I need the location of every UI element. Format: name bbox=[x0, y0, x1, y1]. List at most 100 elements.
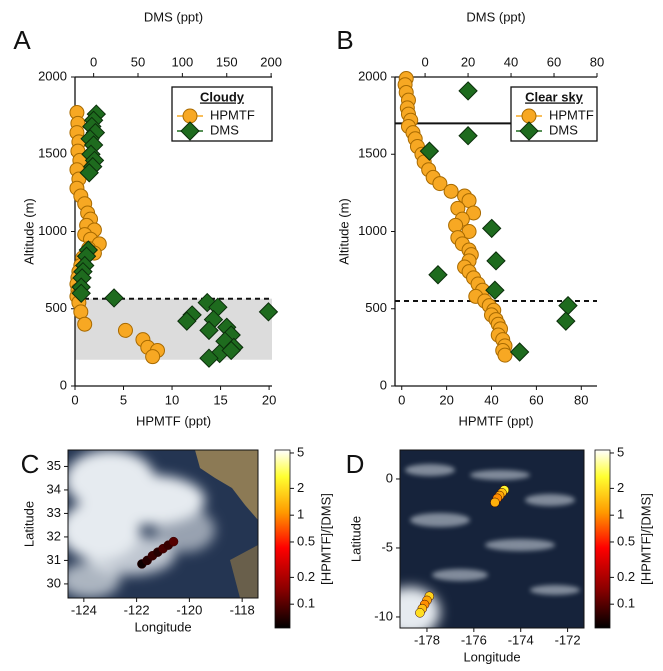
x-axis-label: Longitude bbox=[134, 619, 191, 634]
legend-marker bbox=[182, 108, 198, 124]
hpmtf-point bbox=[443, 183, 459, 199]
satellite-image-c bbox=[68, 450, 258, 598]
y-tick-label: 0 bbox=[386, 470, 393, 485]
x2-axis-label: DMS (ppt) bbox=[144, 9, 203, 24]
x-tick-label: 80 bbox=[574, 392, 588, 407]
x-axis-label: Longitude bbox=[463, 649, 520, 664]
x-tick-label: -176 bbox=[461, 632, 487, 647]
hpmtf-point bbox=[432, 176, 448, 192]
x2-tick-label: 50 bbox=[131, 54, 145, 69]
colorbar-label: [HPMTF]/[DMS] bbox=[318, 493, 333, 585]
x2-tick-label: 60 bbox=[547, 54, 561, 69]
x2-tick-label: 150 bbox=[216, 54, 238, 69]
x-tick-label: -124 bbox=[71, 602, 97, 617]
colorbar-tick-label: 0.5 bbox=[617, 533, 635, 548]
legend-marker bbox=[180, 121, 200, 141]
colorbar bbox=[274, 449, 291, 629]
colorbar-tick-label: 1 bbox=[617, 507, 624, 522]
y-tick-label: -10 bbox=[374, 608, 393, 623]
y-tick-label: 35 bbox=[47, 458, 61, 473]
x2-tick-label: 100 bbox=[172, 54, 194, 69]
dms-point bbox=[558, 295, 578, 316]
x-tick-label: 0 bbox=[71, 392, 78, 407]
x2-tick-label: 80 bbox=[590, 54, 604, 69]
x-tick-label: -122 bbox=[124, 602, 150, 617]
x-tick-label: -172 bbox=[555, 632, 581, 647]
dms-point bbox=[481, 218, 502, 239]
hpmtf-point bbox=[145, 349, 161, 365]
dms-point bbox=[177, 311, 197, 331]
y-tick-label: 2000 bbox=[358, 68, 387, 83]
colorbar-tick-label: 0.2 bbox=[297, 569, 315, 584]
legend-title: Clear sky bbox=[525, 89, 584, 104]
dms-point bbox=[104, 288, 124, 308]
x-tick-label: -178 bbox=[414, 632, 440, 647]
panel-label: C bbox=[21, 449, 40, 479]
y-tick-label: 1500 bbox=[38, 146, 67, 161]
colorbar-tick-label: 5 bbox=[297, 444, 304, 459]
x-tick-label: 40 bbox=[484, 392, 498, 407]
dms-point bbox=[199, 320, 219, 341]
dms-point bbox=[221, 340, 241, 361]
dms-point bbox=[509, 342, 530, 362]
colorbar-tick-label: 0.2 bbox=[617, 569, 635, 584]
x2-tick-label: 0 bbox=[421, 54, 428, 69]
track-point bbox=[415, 608, 425, 618]
colorbar-tick-label: 0.1 bbox=[617, 596, 635, 611]
dms-point bbox=[486, 251, 506, 271]
legend-label: DMS bbox=[549, 122, 578, 137]
y-tick-label: 31 bbox=[47, 552, 61, 567]
x-tick-label: 5 bbox=[120, 392, 127, 407]
y-tick-label: -5 bbox=[381, 539, 393, 554]
colorbar-tick-label: 1 bbox=[297, 507, 304, 522]
track-point bbox=[490, 497, 500, 508]
colorbar-label: [HPMTF]/[DMS] bbox=[638, 493, 653, 585]
x-tick-label: 20 bbox=[439, 392, 453, 407]
satellite-image-d bbox=[400, 450, 584, 628]
x-tick-label: 10 bbox=[165, 392, 179, 407]
y-axis-label: Latitude bbox=[348, 516, 363, 562]
y-tick-label: 1000 bbox=[38, 223, 67, 238]
shaded-band bbox=[75, 298, 272, 360]
y-tick-label: 1500 bbox=[358, 146, 387, 161]
x-tick-label: 20 bbox=[262, 392, 276, 407]
y-tick-label: 32 bbox=[47, 528, 61, 543]
dms-point bbox=[428, 265, 448, 285]
colorbar-tick-label: 2 bbox=[617, 480, 624, 495]
x-tick-label: -120 bbox=[176, 602, 202, 617]
dms-point bbox=[258, 302, 279, 322]
hpmtf-point bbox=[117, 322, 133, 338]
y-tick-label: 0 bbox=[60, 377, 67, 392]
y-tick-label: 34 bbox=[47, 481, 61, 496]
map-frame bbox=[399, 449, 585, 629]
y-tick-label: 1000 bbox=[358, 223, 387, 238]
y-tick-label: 500 bbox=[45, 300, 67, 315]
x-tick-label: 60 bbox=[529, 392, 543, 407]
map-frame bbox=[67, 449, 259, 599]
dms-point bbox=[199, 348, 219, 368]
legend-label: DMS bbox=[210, 122, 239, 137]
colorbar-tick-label: 0.1 bbox=[297, 596, 315, 611]
colorbar bbox=[594, 449, 611, 629]
panel-label: A bbox=[13, 25, 31, 55]
x-tick-label: -118 bbox=[230, 602, 255, 617]
dms-point bbox=[419, 141, 440, 161]
legend-marker bbox=[521, 108, 537, 124]
y-tick-label: 2000 bbox=[38, 68, 67, 83]
x2-axis-label: DMS (ppt) bbox=[466, 9, 525, 24]
track-point bbox=[168, 536, 179, 547]
legend-label: HPMTF bbox=[210, 107, 255, 122]
y-axis-label: Altitude (m) bbox=[21, 198, 36, 264]
x2-tick-label: 40 bbox=[504, 54, 518, 69]
hpmtf-point bbox=[448, 217, 464, 233]
y-tick-label: 33 bbox=[47, 505, 61, 520]
x2-tick-label: 200 bbox=[260, 54, 282, 69]
x-tick-label: 15 bbox=[213, 392, 227, 407]
x-axis-label: HPMTF (ppt) bbox=[458, 413, 533, 428]
legend-label: HPMTF bbox=[549, 107, 594, 122]
legend-title: Cloudy bbox=[200, 89, 245, 104]
dms-point bbox=[79, 163, 99, 183]
y-axis-label: Latitude bbox=[21, 501, 36, 547]
hpmtf-point bbox=[497, 347, 513, 363]
